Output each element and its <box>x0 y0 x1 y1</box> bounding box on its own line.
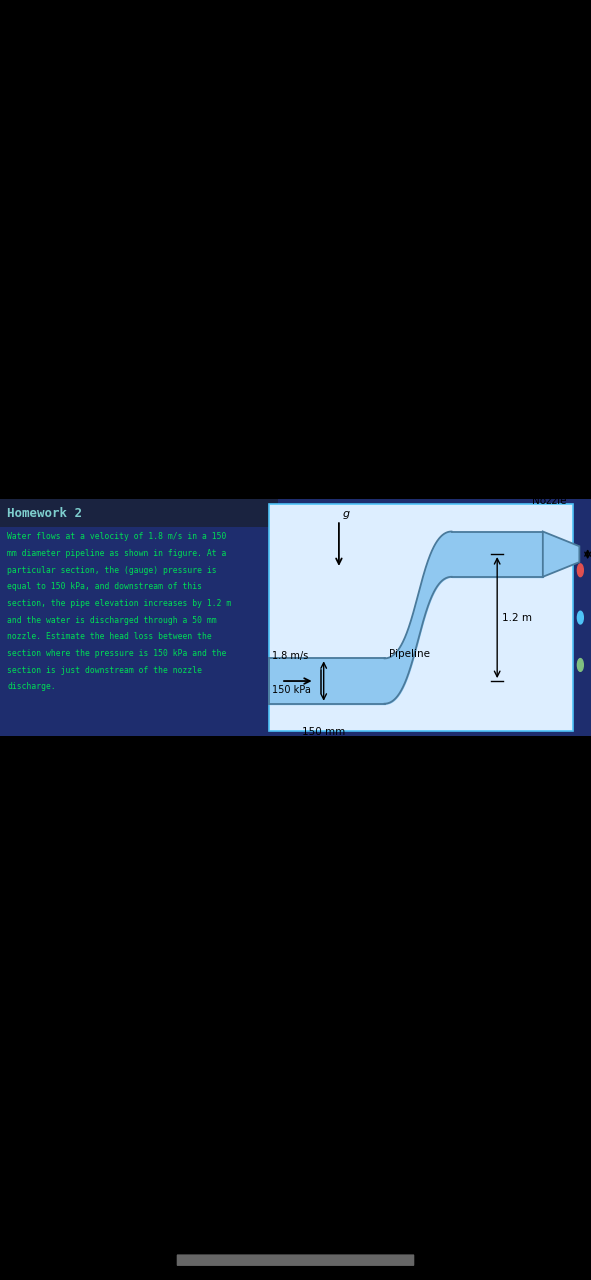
Text: equal to 150 kPa, and downstream of this: equal to 150 kPa, and downstream of this <box>7 582 202 591</box>
Text: 1.2 m: 1.2 m <box>502 613 532 622</box>
Text: mm diameter pipeline as shown in figure. At a: mm diameter pipeline as shown in figure.… <box>7 549 226 558</box>
Text: g: g <box>342 509 350 518</box>
Text: discharge.: discharge. <box>7 682 56 691</box>
Text: particular section, the (gauge) pressure is: particular section, the (gauge) pressure… <box>7 566 217 575</box>
Text: 150 mm: 150 mm <box>302 727 345 737</box>
Text: 1.8 m/s: 1.8 m/s <box>272 650 308 660</box>
Circle shape <box>577 563 583 576</box>
Circle shape <box>577 658 583 671</box>
Text: nozzle. Estimate the head loss between the: nozzle. Estimate the head loss between t… <box>7 632 212 641</box>
Text: section, the pipe elevation increases by 1.2 m: section, the pipe elevation increases by… <box>7 599 231 608</box>
Text: Nozzle: Nozzle <box>532 495 566 506</box>
Text: section where the pressure is 150 kPa and the: section where the pressure is 150 kPa an… <box>7 649 226 658</box>
Bar <box>0 499 278 527</box>
Bar <box>269 504 573 731</box>
Circle shape <box>577 611 583 623</box>
Text: Water flows at a velocity of 1.8 m/s in a 150: Water flows at a velocity of 1.8 m/s in … <box>7 532 226 541</box>
Text: Homework 2: Homework 2 <box>7 507 82 520</box>
Text: 150 kPa: 150 kPa <box>272 685 311 695</box>
FancyBboxPatch shape <box>177 1254 414 1266</box>
Text: Pipeline: Pipeline <box>389 649 430 659</box>
Bar <box>0 499 591 736</box>
Polygon shape <box>543 531 579 577</box>
Text: section is just downstream of the nozzle: section is just downstream of the nozzle <box>7 666 202 675</box>
Text: and the water is discharged through a 50 mm: and the water is discharged through a 50… <box>7 616 217 625</box>
